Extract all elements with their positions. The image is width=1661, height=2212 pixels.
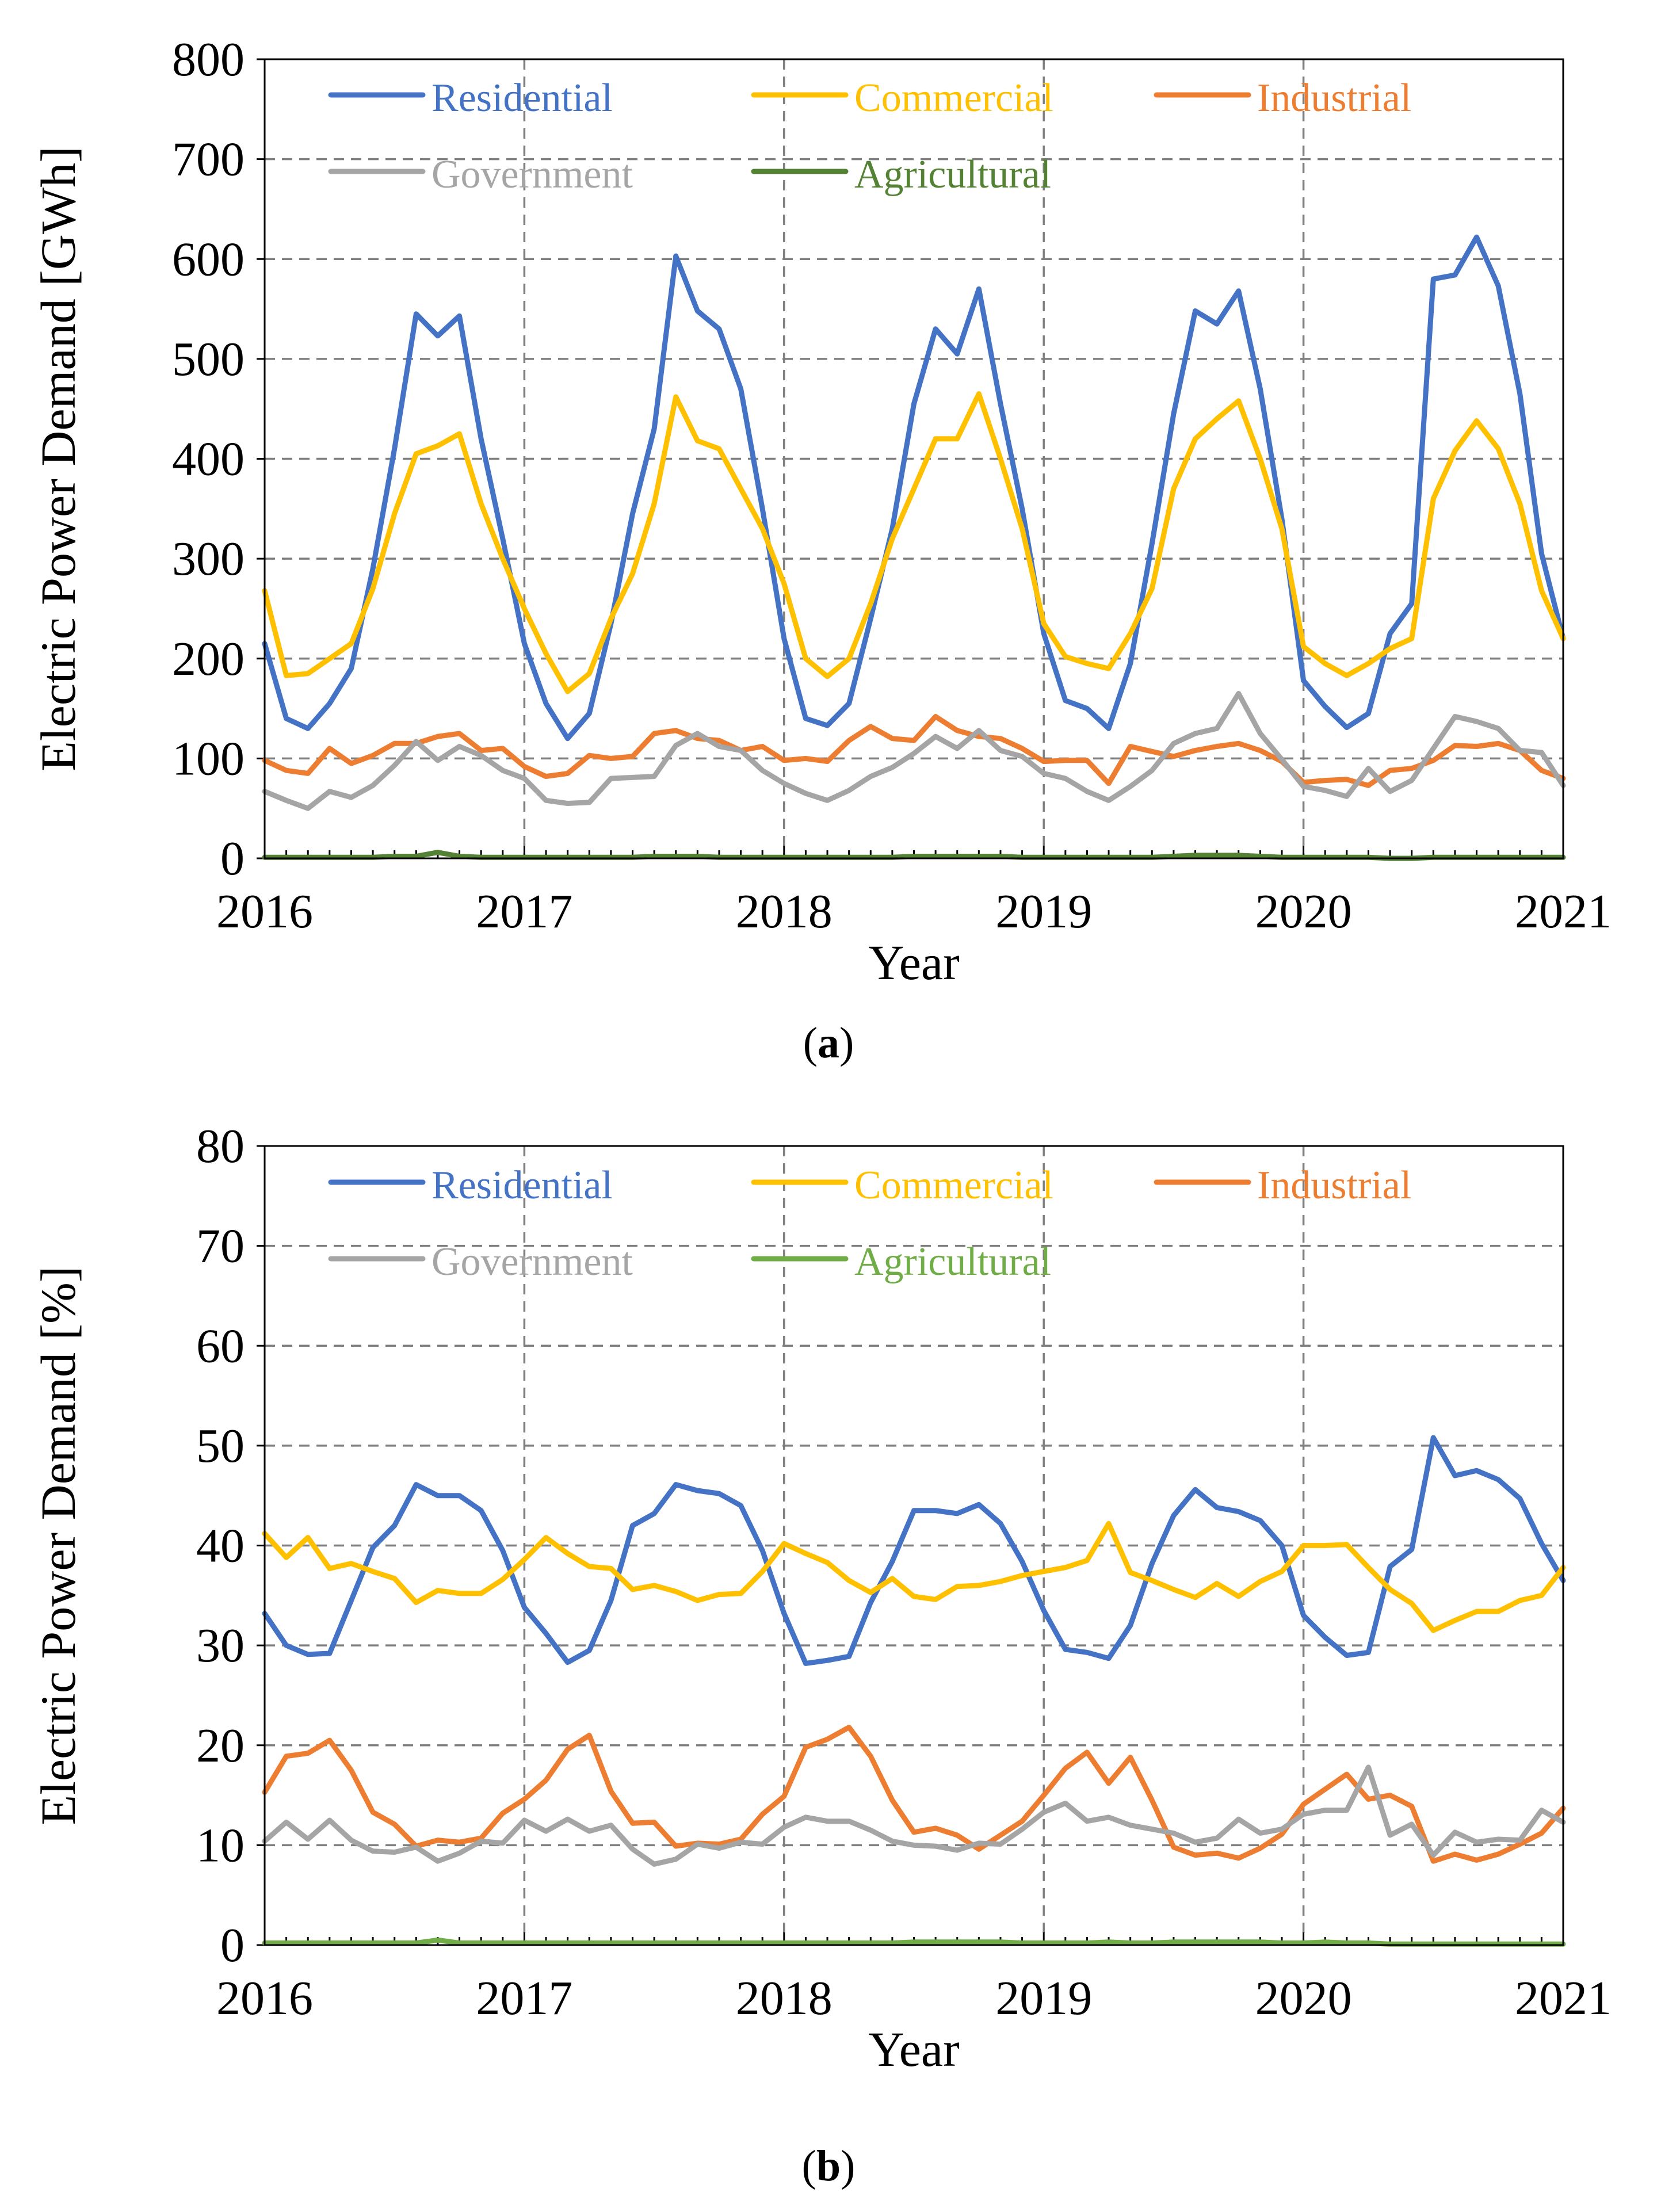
plot-frame-a — [264, 58, 1564, 859]
y-tick-label-b: 60 — [196, 1319, 245, 1373]
legend-label-commercial-b: Commercial — [854, 1163, 1053, 1208]
panel-label-a: (a) — [803, 1019, 854, 1067]
y-tick-label-b: 10 — [196, 1818, 245, 1872]
y-tick-label-b: 20 — [196, 1719, 245, 1772]
y-tick-label-a: 400 — [172, 433, 245, 486]
legend-label-agricultural-b: Agricultural — [854, 1240, 1051, 1284]
series-line-residential-a — [262, 234, 1566, 742]
y-tick-label-b: 50 — [196, 1419, 245, 1473]
panel-label-b-open: ( — [802, 2142, 816, 2190]
series-lines-b — [262, 1435, 1566, 1947]
y-tick-label-a: 500 — [172, 333, 245, 386]
legend-label-residential-b: Residential — [432, 1163, 613, 1208]
y-tick-label-a: 0 — [220, 832, 245, 885]
y-tick-label-b: 70 — [196, 1220, 245, 1273]
y-tick-label-a: 300 — [172, 532, 245, 586]
x-axis-label-a: Year — [868, 935, 959, 990]
legend-label-residential-a: Residential — [432, 76, 613, 120]
series-line-agricultural-b — [262, 1937, 1566, 1947]
x-axis-label-b: Year — [868, 2022, 959, 2077]
plot-frame-b — [264, 1145, 1564, 1946]
legend-a: Residential Commercial Industrial Governmen… — [328, 76, 1411, 197]
legend-label-agricultural-a: Agricultural — [854, 152, 1051, 197]
series-line-government-a — [262, 691, 1566, 811]
y-tick-label-a: 800 — [172, 33, 245, 86]
x-tick-label-a: 2019 — [995, 885, 1092, 938]
series-line-government-b — [262, 1764, 1566, 1867]
y-tick-label-a: 600 — [172, 232, 245, 286]
panel-label-a-close: ) — [839, 1019, 854, 1067]
series-line-industrial-b — [262, 1725, 1566, 1864]
x-tick-label-b: 2020 — [1255, 1972, 1352, 2025]
y-tick-label-a: 100 — [172, 732, 245, 785]
y-tick-label-a: 200 — [172, 632, 245, 686]
panel-label-b-close: ) — [841, 2142, 855, 2190]
x-tick-label-a: 2016 — [216, 885, 313, 938]
x-tick-label-a: 2020 — [1255, 885, 1352, 938]
panel-label-a-open: ( — [803, 1019, 818, 1067]
x-tick-label-b: 2021 — [1515, 1972, 1612, 2025]
panel-label-a-letter: a — [818, 1019, 839, 1067]
x-tick-label-b: 2019 — [995, 1972, 1092, 2025]
legend-label-industrial-b: Industrial — [1257, 1163, 1411, 1208]
y-tick-label-b: 30 — [196, 1619, 245, 1672]
y-axis-label-a: Electric Power Demand [GWh] — [30, 146, 86, 771]
series-lines-a — [262, 234, 1566, 861]
series-line-commercial-a — [262, 391, 1566, 694]
legend-label-government-b: Government — [432, 1240, 633, 1284]
legend-label-industrial-a: Industrial — [1257, 76, 1411, 120]
y-tick-label-a: 700 — [172, 133, 245, 186]
y-tick-labels-b: 0 10 20 30 40 50 60 70 80 — [196, 1120, 245, 1972]
x-tick-label-b: 2017 — [476, 1972, 572, 2025]
legend-b: Residential Commercial Industrial Governmen… — [328, 1163, 1411, 1284]
x-tick-label-b: 2016 — [216, 1972, 313, 2025]
series-line-residential-b — [262, 1435, 1566, 1666]
series-line-agricultural-a — [262, 850, 1566, 861]
x-tick-label-a: 2021 — [1515, 885, 1612, 938]
x-tick-labels-b: 2016 2017 2018 2019 2020 2021 — [216, 1972, 1612, 2025]
legend-label-government-a: Government — [432, 152, 633, 197]
series-line-commercial-b — [262, 1520, 1566, 1633]
panel-label-b: (b) — [802, 2142, 856, 2190]
y-tick-label-b: 40 — [196, 1519, 245, 1573]
series-line-industrial-a — [262, 714, 1566, 788]
y-tick-label-b: 80 — [196, 1120, 245, 1173]
x-tick-labels-a: 2016 2017 2018 2019 2020 2021 — [216, 885, 1612, 938]
legend-label-commercial-a: Commercial — [854, 76, 1053, 120]
y-tick-label-b: 0 — [220, 1919, 245, 1972]
y-axis-label-b: Electric Power Demand [%] — [30, 1266, 86, 1825]
panel-label-b-letter: b — [816, 2142, 841, 2190]
x-tick-label-a: 2017 — [476, 885, 572, 938]
x-tick-label-b: 2018 — [736, 1972, 833, 2025]
y-tick-labels-a: 0 100 200 300 400 500 600 700 800 — [172, 33, 245, 885]
x-tick-label-a: 2018 — [736, 885, 833, 938]
